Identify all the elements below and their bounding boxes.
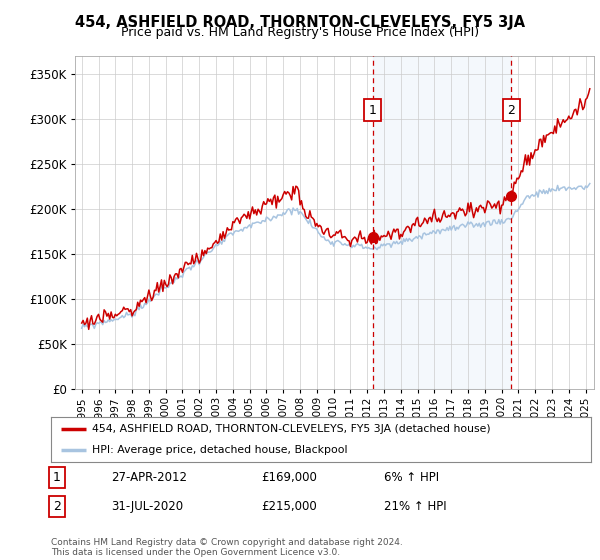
Text: Contains HM Land Registry data © Crown copyright and database right 2024.
This d: Contains HM Land Registry data © Crown c… xyxy=(51,538,403,557)
Text: 27-APR-2012: 27-APR-2012 xyxy=(111,470,187,484)
Text: 2: 2 xyxy=(508,104,515,116)
Text: 31-JUL-2020: 31-JUL-2020 xyxy=(111,500,183,514)
Text: 454, ASHFIELD ROAD, THORNTON-CLEVELEYS, FY5 3JA: 454, ASHFIELD ROAD, THORNTON-CLEVELEYS, … xyxy=(75,15,525,30)
Bar xyxy=(373,56,511,389)
Text: 2: 2 xyxy=(53,500,61,514)
Text: HPI: Average price, detached house, Blackpool: HPI: Average price, detached house, Blac… xyxy=(91,445,347,455)
Text: 1: 1 xyxy=(53,470,61,484)
Text: 21% ↑ HPI: 21% ↑ HPI xyxy=(384,500,446,514)
Text: 1: 1 xyxy=(368,104,377,116)
Text: 454, ASHFIELD ROAD, THORNTON-CLEVELEYS, FY5 3JA (detached house): 454, ASHFIELD ROAD, THORNTON-CLEVELEYS, … xyxy=(91,424,490,435)
Text: £169,000: £169,000 xyxy=(261,470,317,484)
Text: 6% ↑ HPI: 6% ↑ HPI xyxy=(384,470,439,484)
Text: £215,000: £215,000 xyxy=(261,500,317,514)
Text: Price paid vs. HM Land Registry's House Price Index (HPI): Price paid vs. HM Land Registry's House … xyxy=(121,26,479,39)
